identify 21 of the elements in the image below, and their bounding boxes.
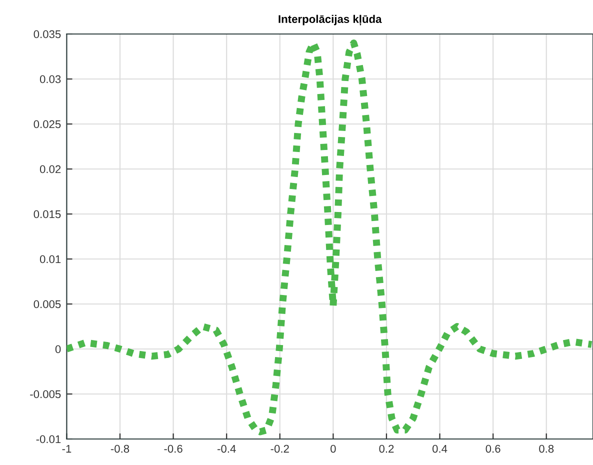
y-tick-label: -0.005	[30, 390, 61, 398]
x-tick-label: -1	[62, 444, 72, 453]
x-tick-label: 0.4	[432, 444, 448, 453]
y-tick-label: 0.02	[40, 165, 61, 174]
y-tick-label: 0.035	[34, 30, 61, 38]
x-tick-label: -0.2	[270, 444, 289, 453]
y-tick-label: 0.025	[34, 120, 61, 128]
y-tick-label: -0.01	[36, 435, 61, 444]
x-tick-label: 0.2	[379, 444, 394, 453]
chart-title: Interpolācijas kļūda	[278, 14, 382, 26]
y-tick-label: 0.01	[40, 255, 61, 264]
x-tick-label: -0.4	[218, 444, 236, 453]
x-tick-label: -0.8	[110, 444, 130, 453]
x-tick-label: 0.6	[486, 444, 500, 453]
x-tick-label: -0.6	[164, 444, 182, 453]
x-tick-label: 0	[330, 444, 336, 453]
y-tick-label: 0	[55, 345, 61, 354]
y-tick-label: 0.03	[40, 75, 61, 84]
y-tick-label: 0.005	[34, 300, 61, 308]
y-tick-label: 0.015	[34, 210, 61, 218]
x-tick-label: 0.8	[539, 444, 554, 453]
